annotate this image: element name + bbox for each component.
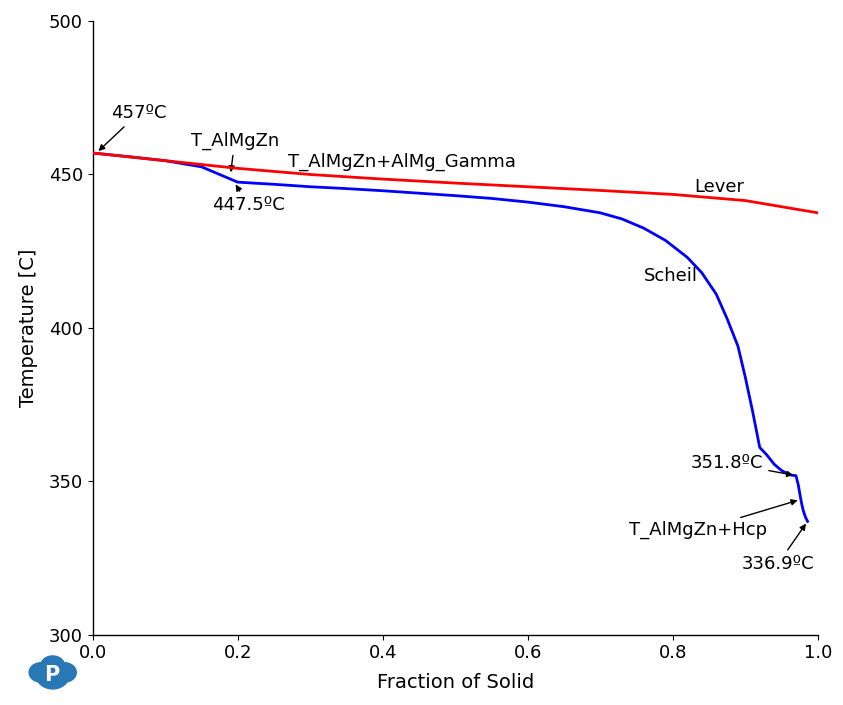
Text: 447.5ºC: 447.5ºC: [212, 186, 285, 214]
Circle shape: [53, 663, 76, 682]
Circle shape: [40, 656, 65, 676]
Text: T_AlMgZn+AlMg_Gamma: T_AlMgZn+AlMg_Gamma: [288, 153, 517, 171]
Text: T_AlMgZn: T_AlMgZn: [191, 132, 279, 171]
Text: Lever: Lever: [695, 178, 744, 196]
Y-axis label: Temperature [C]: Temperature [C]: [19, 249, 38, 407]
Text: 457ºC: 457ºC: [99, 104, 166, 150]
Text: P: P: [44, 666, 59, 685]
Text: 336.9ºC: 336.9ºC: [742, 525, 814, 573]
Circle shape: [36, 661, 69, 689]
Text: T_AlMgZn+Hcp: T_AlMgZn+Hcp: [629, 500, 796, 539]
Circle shape: [30, 663, 52, 682]
X-axis label: Fraction of Solid: Fraction of Solid: [377, 673, 534, 692]
Text: 351.8ºC: 351.8ºC: [691, 454, 792, 477]
Text: Scheil: Scheil: [644, 266, 698, 285]
